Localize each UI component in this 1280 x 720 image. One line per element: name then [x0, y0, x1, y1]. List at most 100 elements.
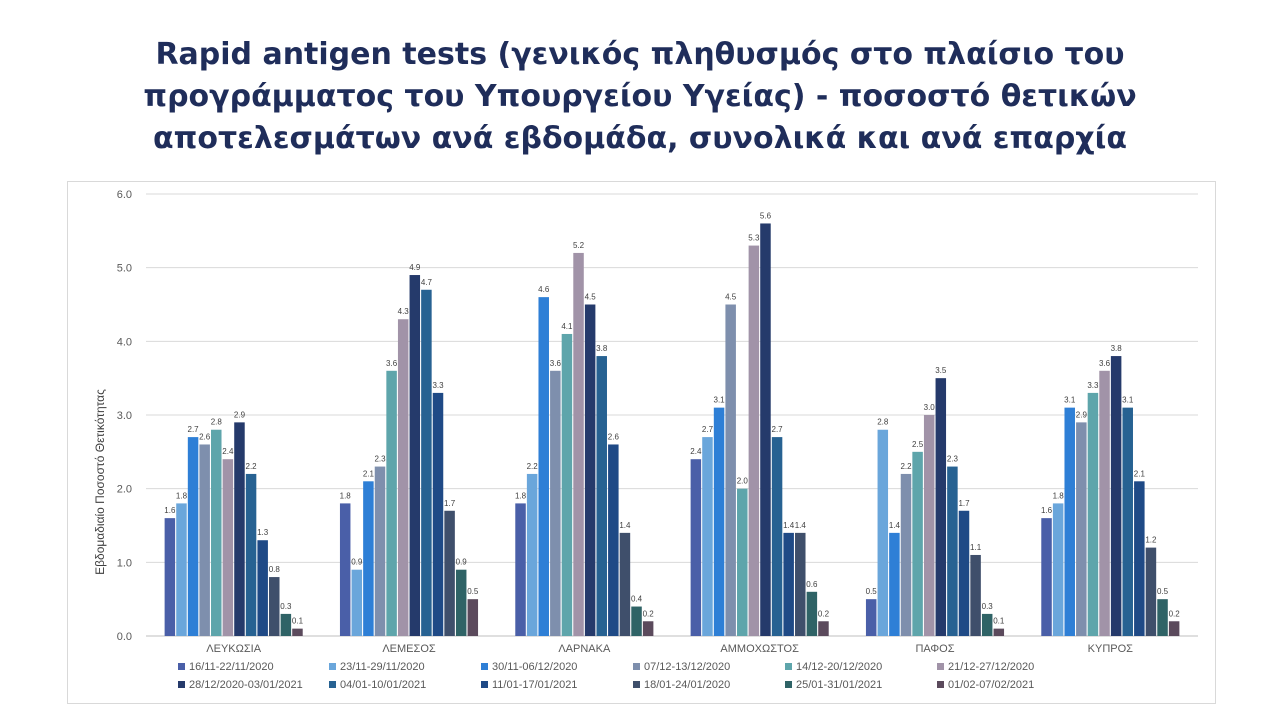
data-label: 3.0 — [924, 403, 936, 412]
data-label: 3.6 — [1099, 359, 1111, 368]
data-labels: 1.61.82.72.62.82.42.92.21.30.80.30.11.80… — [164, 211, 1180, 625]
data-label: 1.8 — [176, 491, 188, 500]
slide-title: Rapid antigen tests (γενικός πληθυσμός σ… — [40, 34, 1240, 160]
bar — [596, 356, 607, 636]
bar — [257, 540, 268, 636]
data-label: 0.5 — [467, 587, 479, 596]
data-label: 1.4 — [619, 521, 631, 530]
bar — [619, 532, 631, 636]
data-label: 2.2 — [900, 462, 912, 471]
legend-entry: 21/12-27/12/2020 — [948, 661, 1034, 673]
data-label: 4.3 — [398, 307, 410, 316]
legend-entry: 23/11-29/11/2020 — [340, 661, 425, 673]
data-label: 1.4 — [783, 521, 795, 530]
y-tick-label: 6.0 — [117, 189, 132, 201]
data-label: 2.7 — [188, 425, 200, 434]
data-label: 3.6 — [550, 359, 562, 368]
data-label: 5.2 — [573, 241, 585, 250]
bar — [1041, 518, 1052, 636]
data-label: 2.8 — [877, 418, 889, 427]
data-label: 3.8 — [1111, 344, 1123, 353]
data-label: 2.4 — [222, 447, 234, 456]
bar — [1134, 481, 1145, 636]
legend-swatch — [329, 681, 336, 688]
bar — [280, 613, 292, 636]
bar — [993, 628, 1005, 636]
bar — [702, 437, 713, 636]
data-label: 2.1 — [363, 469, 375, 478]
category-label: ΠΑΦΟΣ — [915, 643, 954, 655]
bar — [211, 429, 222, 636]
data-label: 2.7 — [772, 425, 784, 434]
bar — [818, 621, 829, 636]
data-label: 2.0 — [737, 477, 749, 486]
data-label: 2.3 — [947, 455, 959, 464]
data-label: 3.5 — [935, 366, 947, 375]
data-label: 4.5 — [585, 293, 597, 302]
legend-swatch — [785, 663, 792, 670]
y-tick-label: 3.0 — [117, 410, 132, 422]
bar — [245, 473, 257, 636]
legend-entry: 18/01-24/01/2020 — [644, 679, 730, 691]
bar — [409, 275, 421, 636]
bar — [1168, 621, 1180, 636]
bar — [1110, 356, 1122, 636]
bar — [900, 473, 912, 636]
data-label: 2.8 — [211, 418, 223, 427]
data-label: 2.6 — [199, 432, 211, 441]
data-label: 1.7 — [444, 499, 456, 508]
bar — [1064, 407, 1075, 636]
legend-swatch — [937, 681, 944, 688]
bar — [1122, 407, 1133, 636]
data-label: 0.8 — [269, 565, 281, 574]
y-axis-label: Εβδομαδιαίο Ποσοστό Θετικότητας — [93, 389, 107, 575]
data-label: 1.6 — [164, 506, 176, 515]
data-label: 2.2 — [527, 462, 539, 471]
bar — [1157, 599, 1168, 636]
bars — [164, 223, 1180, 637]
data-label: 2.5 — [912, 440, 924, 449]
bar — [1099, 370, 1110, 636]
data-label: 0.9 — [351, 558, 363, 567]
bar — [981, 613, 993, 636]
data-label: 1.8 — [1053, 491, 1065, 500]
title-line-1: Rapid antigen tests (γενικός πληθυσμός σ… — [155, 37, 1125, 72]
y-tick-label: 4.0 — [117, 336, 132, 348]
data-label: 2.4 — [690, 447, 702, 456]
bar — [935, 378, 947, 636]
bar — [795, 532, 806, 636]
data-label: 2.9 — [1076, 410, 1088, 419]
legend-swatch — [329, 663, 336, 670]
y-tick-label: 5.0 — [117, 263, 132, 275]
bar — [199, 444, 210, 636]
legend-entry: 30/11-06/12/2020 — [492, 661, 577, 673]
bar — [631, 606, 642, 636]
bar — [176, 503, 187, 636]
bar — [912, 451, 923, 636]
data-label: 4.6 — [538, 285, 550, 294]
bar — [363, 481, 374, 636]
y-tick-label: 2.0 — [117, 484, 132, 496]
y-axis-ticks: 0.0 1.0 2.0 3.0 4.0 5.0 6.0 — [117, 189, 132, 643]
data-label: 4.7 — [421, 278, 433, 287]
bar — [642, 621, 654, 636]
bar — [608, 444, 619, 636]
legend-swatch — [178, 663, 185, 670]
bar — [421, 289, 432, 636]
bar — [515, 503, 526, 636]
bar — [690, 459, 702, 636]
bar — [526, 473, 538, 636]
data-label: 3.1 — [714, 396, 726, 405]
legend-entry: 16/11-22/11/2020 — [189, 661, 274, 673]
legend-entry: 14/12-20/12/2020 — [796, 661, 882, 673]
bar — [351, 569, 363, 636]
data-label: 2.7 — [702, 425, 714, 434]
data-label: 0.5 — [1157, 587, 1169, 596]
bar — [187, 437, 199, 636]
bar — [865, 599, 877, 636]
bar — [771, 437, 783, 636]
title-line-2: προγράμματος του Υπουργείου Υγείας) - πο… — [143, 79, 1137, 114]
legend-swatch — [481, 681, 488, 688]
data-label: 2.1 — [1134, 469, 1146, 478]
data-label: 0.2 — [1169, 609, 1181, 618]
